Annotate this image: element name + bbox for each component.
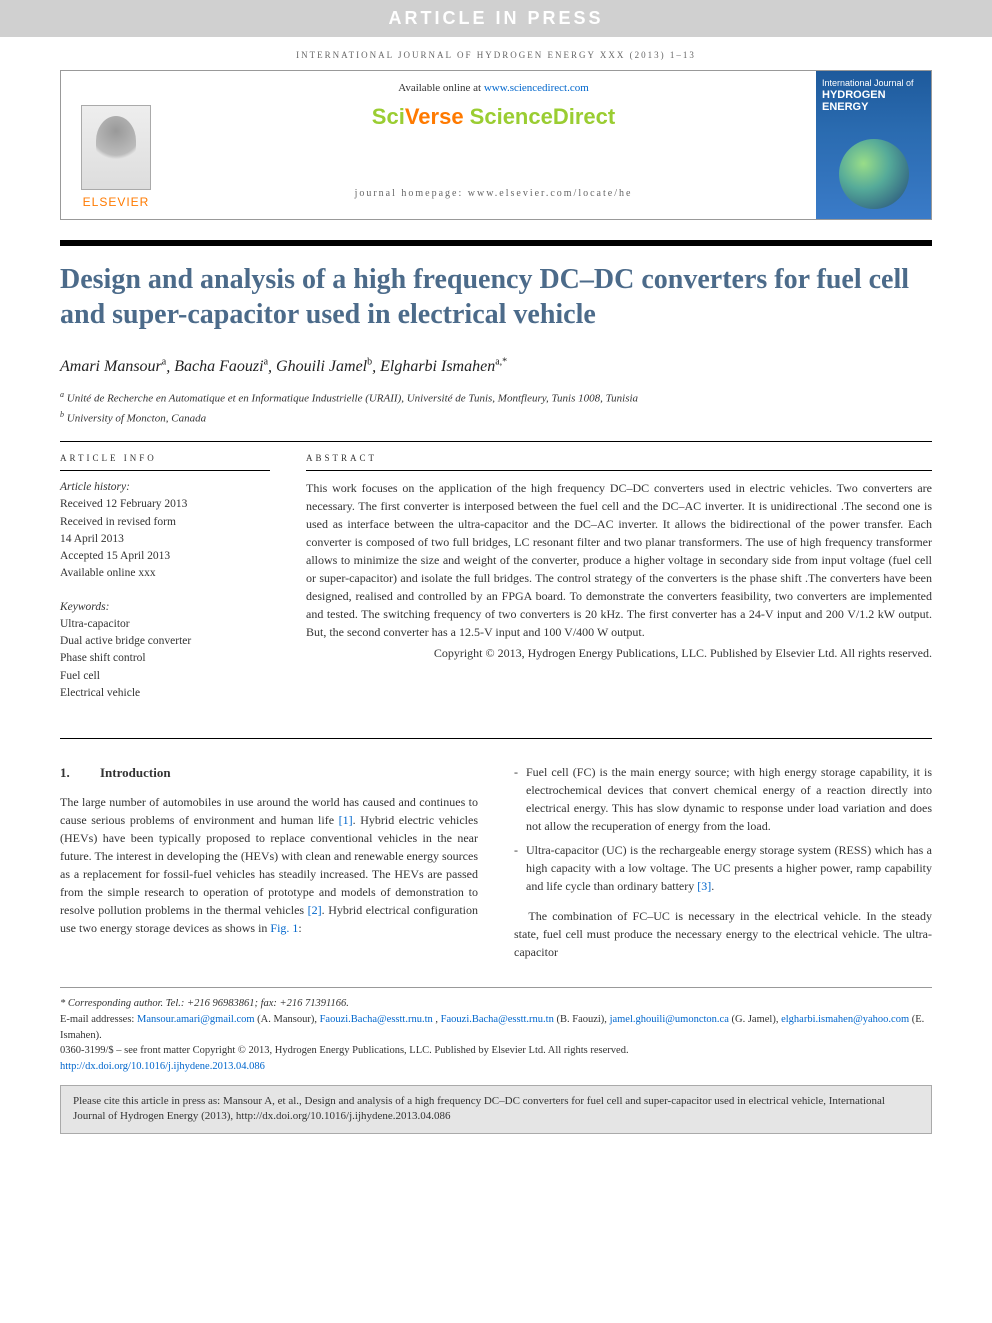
author: Bacha Faouzia	[174, 358, 268, 375]
title-rule	[60, 240, 932, 246]
keyword: Ultra-capacitor	[60, 616, 270, 633]
body-left-column: 1.Introduction The large number of autom…	[60, 763, 478, 969]
combination-paragraph: The combination of FC–UC is necessary in…	[514, 907, 932, 961]
corresponding-author-line: * Corresponding author. Tel.: +216 96983…	[60, 996, 932, 1012]
article-title: Design and analysis of a high frequency …	[60, 262, 932, 332]
energy-source-list: Fuel cell (FC) is the main energy source…	[514, 763, 932, 895]
article-footer: * Corresponding author. Tel.: +216 96983…	[60, 987, 932, 1075]
fig-link-1[interactable]: Fig. 1	[270, 921, 298, 935]
keyword: Electrical vehicle	[60, 685, 270, 702]
journal-homepage-line: journal homepage: www.elsevier.com/locat…	[355, 187, 633, 209]
cite-this-article-box: Please cite this article in press as: Ma…	[60, 1085, 932, 1134]
body-two-column: 1.Introduction The large number of autom…	[60, 763, 932, 969]
history-line: 14 April 2013	[60, 531, 270, 548]
sciverse-sd: ScienceDirect	[470, 104, 616, 129]
keyword: Fuel cell	[60, 668, 270, 685]
cover-title: HYDROGEN ENERGY	[822, 89, 925, 113]
in-press-banner: ARTICLE IN PRESS	[0, 0, 992, 37]
sciverse-verse: Verse	[405, 104, 470, 129]
keywords-heading: Keywords:	[60, 599, 270, 616]
email-addresses-line: E-mail addresses: Mansour.amari@gmail.co…	[60, 1012, 932, 1044]
doi-line: http://dx.doi.org/10.1016/j.ijhydene.201…	[60, 1059, 932, 1075]
email-link[interactable]: Faouzi.Bacha@esstt.rnu.tn	[441, 1014, 554, 1025]
email-link[interactable]: jamel.ghouili@umoncton.ca	[610, 1014, 729, 1025]
ref-link-3[interactable]: [3]	[697, 879, 711, 893]
abstract-copyright: Copyright © 2013, Hydrogen Energy Public…	[306, 645, 932, 662]
article-info-label: ARTICLE INFO	[60, 452, 270, 472]
section-number: 1.	[60, 763, 100, 783]
author-list: Amari Mansoura, Bacha Faouzia, Ghouili J…	[60, 356, 932, 379]
journal-cover-thumb: International Journal of HYDROGEN ENERGY	[816, 71, 931, 219]
doi-link[interactable]: http://dx.doi.org/10.1016/j.ijhydene.201…	[60, 1061, 265, 1072]
list-item: Fuel cell (FC) is the main energy source…	[526, 763, 932, 835]
author: Ghouili Jamelb	[276, 358, 372, 375]
affiliation: b University of Moncton, Canada	[60, 409, 932, 427]
section-heading-intro: 1.Introduction	[60, 763, 478, 783]
ref-link-1[interactable]: [1]	[339, 813, 353, 827]
email-link[interactable]: elgharbi.ismahen@yahoo.com	[781, 1014, 909, 1025]
keyword: Dual active bridge converter	[60, 633, 270, 650]
abstract-column: ABSTRACT This work focuses on the applic…	[306, 452, 932, 719]
sciverse-logo: SciVerse ScienceDirect	[372, 102, 615, 133]
email-link[interactable]: Mansour.amari@gmail.com	[137, 1014, 255, 1025]
article-history: Article history: Received 12 February 20…	[60, 479, 270, 583]
keyword: Phase shift control	[60, 650, 270, 667]
issn-line: 0360-3199/$ – see front matter Copyright…	[60, 1043, 932, 1059]
elsevier-logo: ELSEVIER	[61, 71, 171, 219]
history-heading: Article history:	[60, 479, 270, 496]
article-info-column: ARTICLE INFO Article history: Received 1…	[60, 452, 270, 719]
available-online-line: Available online at www.sciencedirect.co…	[398, 81, 589, 96]
cover-globe-icon	[839, 139, 909, 209]
elsevier-tree-icon	[81, 105, 151, 190]
sciverse-sci: Sci	[372, 104, 405, 129]
abstract-label: ABSTRACT	[306, 452, 932, 472]
author: Elgharbi Ismahena,*	[380, 358, 507, 375]
keywords-block: Keywords: Ultra-capacitorDual active bri…	[60, 599, 270, 703]
journal-header-box: ELSEVIER Available online at www.science…	[60, 70, 932, 220]
email-link[interactable]: Faouzi.Bacha@esstt.rnu.tn	[320, 1014, 433, 1025]
cover-pub-line: International Journal of	[822, 77, 925, 90]
history-line: Available online xxx	[60, 565, 270, 582]
body-right-column: Fuel cell (FC) is the main energy source…	[514, 763, 932, 969]
header-center: Available online at www.sciencedirect.co…	[171, 71, 816, 219]
ref-link-2[interactable]: [2]	[308, 903, 322, 917]
elsevier-wordmark: ELSEVIER	[83, 194, 150, 211]
history-line: Accepted 15 April 2013	[60, 548, 270, 565]
affiliation: a Unité de Recherche en Automatique et e…	[60, 389, 932, 407]
body-rule	[60, 738, 932, 739]
sciencedirect-link[interactable]: www.sciencedirect.com	[484, 82, 589, 94]
available-text: Available online at	[398, 82, 484, 94]
info-rule-top	[60, 441, 932, 442]
abstract-text: This work focuses on the application of …	[306, 479, 932, 641]
intro-paragraph: The large number of automobiles in use a…	[60, 793, 478, 937]
history-line: Received 12 February 2013	[60, 496, 270, 513]
author: Amari Mansoura	[60, 358, 166, 375]
section-title: Introduction	[100, 765, 171, 780]
journal-running-head: INTERNATIONAL JOURNAL OF HYDROGEN ENERGY…	[0, 37, 992, 70]
list-item: Ultra-capacitor (UC) is the rechargeable…	[526, 841, 932, 895]
history-line: Received in revised form	[60, 514, 270, 531]
